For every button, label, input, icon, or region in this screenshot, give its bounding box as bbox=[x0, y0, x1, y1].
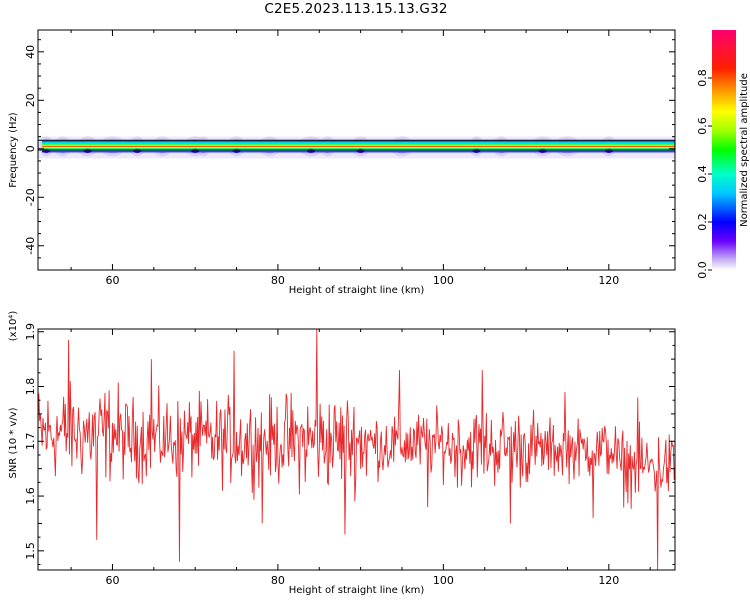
x-tick-label: 80 bbox=[271, 274, 285, 287]
colorbar-tick-label: 0.6 bbox=[696, 117, 709, 135]
y-tick-label: 1.9 bbox=[24, 323, 37, 341]
x-tick-label: 80 bbox=[271, 574, 285, 587]
spectrum-band-box bbox=[38, 139, 675, 151]
y-tick-label: -20 bbox=[24, 188, 37, 206]
y-tick-label: 1.7 bbox=[24, 433, 37, 451]
y-tick-label: 1.6 bbox=[24, 487, 37, 505]
spectrogram-y-axis-label: Frequency (Hz) bbox=[8, 112, 19, 188]
y-tick-label: 0 bbox=[24, 145, 37, 152]
snr-y-multiplier: (x10⁴) bbox=[8, 311, 19, 342]
y-tick-label: 20 bbox=[24, 93, 37, 107]
snr-frame bbox=[37, 328, 676, 571]
colorbar-tick-label: 0.2 bbox=[696, 213, 709, 231]
y-tick-label: 1.8 bbox=[24, 378, 37, 396]
colorbar-tick-label: 0.4 bbox=[696, 165, 709, 183]
page-title: C2E5.2023.113.15.13.G32 bbox=[264, 1, 448, 17]
snr-ticks: 60 80 100 120 1.5 1.6 1.7 1.8 1.9 bbox=[24, 323, 675, 587]
y-tick-label: -40 bbox=[24, 237, 37, 255]
colorbar: 0.0 0.2 0.4 0.6 0.8 Normalized spectral ampl… bbox=[696, 30, 750, 279]
colorbar-tick-label: 0.8 bbox=[696, 69, 709, 87]
spectrogram-frame bbox=[37, 29, 676, 271]
colorbar-tick-label: 0.0 bbox=[696, 261, 709, 279]
x-tick-label: 100 bbox=[433, 574, 454, 587]
snr-panel: 60 80 100 120 1.5 1.6 1.7 1.8 1.9 Height of stra… bbox=[8, 311, 676, 596]
x-tick-label: 120 bbox=[598, 274, 619, 287]
x-tick-label: 100 bbox=[433, 274, 454, 287]
snr-y-axis-label: SNR (10 * v/v) bbox=[8, 407, 19, 478]
spectrogram-x-axis-label: Height of straight line (km) bbox=[289, 285, 425, 296]
y-tick-label: 1.5 bbox=[24, 542, 37, 560]
snr-line bbox=[38, 329, 675, 570]
y-tick-label: 40 bbox=[24, 45, 37, 59]
spectrogram-panel: 60 80 100 120 -40 -20 0 20 40 Height of straight… bbox=[8, 29, 676, 296]
spectrogram-ticks: 60 80 100 120 -40 -20 0 20 40 bbox=[24, 30, 675, 287]
spectrum-band bbox=[42, 140, 675, 153]
snr-x-axis-label: Height of straight line (km) bbox=[289, 585, 425, 596]
colorbar-ticks: 0.0 0.2 0.4 0.6 0.8 bbox=[696, 69, 712, 279]
x-tick-label: 60 bbox=[105, 574, 119, 587]
colorbar-label: Normalized spectral amplitude bbox=[739, 73, 750, 227]
colorbar-gradient bbox=[712, 30, 736, 270]
x-tick-label: 120 bbox=[598, 574, 619, 587]
x-tick-label: 60 bbox=[105, 274, 119, 287]
spectrogram-content bbox=[38, 136, 675, 159]
snr-content bbox=[38, 329, 675, 570]
